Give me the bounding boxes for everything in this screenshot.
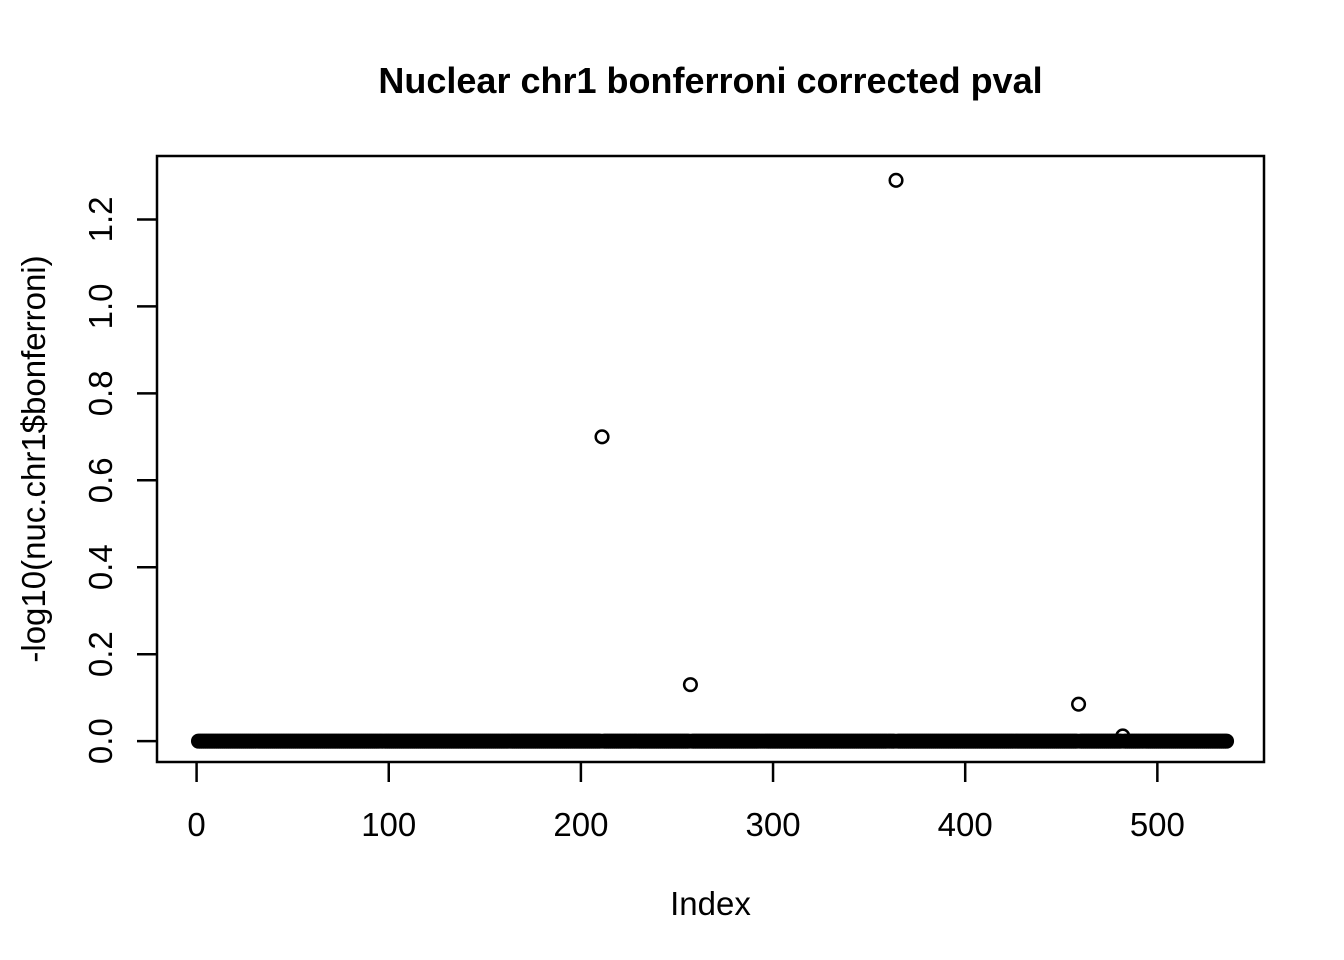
outlier-point [888,172,904,188]
x-tick-label: 100 [361,806,416,843]
outlier-point [1115,728,1131,744]
outlier-point [682,677,698,693]
plot-frame [155,154,1266,764]
y-tick-label: 0.6 [82,457,119,503]
y-tick-label: 0.8 [82,370,119,416]
y-tick-label: 0.4 [82,544,119,590]
y-axis-title: -log10(nuc.chr1$bonferroni) [15,255,52,663]
outlier-point [594,429,610,445]
data-point [1218,733,1235,749]
x-tick-label: 200 [553,806,608,843]
chart-title: Nuclear chr1 bonferroni corrected pval [378,60,1043,101]
x-tick-label: 0 [187,806,205,843]
y-tick-label: 0.0 [82,718,119,764]
x-tick-label: 400 [938,806,993,843]
outlier-point [1071,696,1087,712]
x-tick-label: 500 [1130,806,1185,843]
y-tick-label: 1.0 [82,283,119,329]
y-tick-label: 1.2 [82,197,119,243]
x-tick-label: 300 [746,806,801,843]
y-tick-label: 0.2 [82,631,119,677]
x-axis-title: Index [670,885,751,922]
